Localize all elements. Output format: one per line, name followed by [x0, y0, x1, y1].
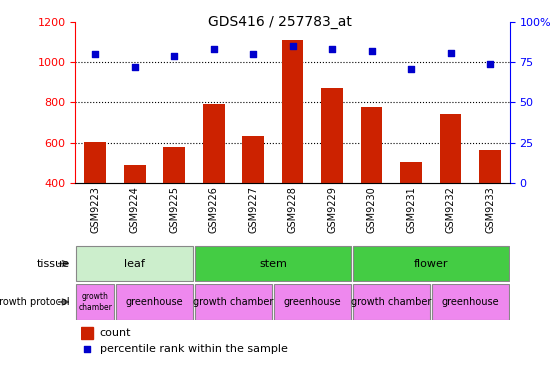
Text: tissue: tissue	[37, 258, 70, 269]
Point	[406, 66, 415, 72]
Bar	[400, 162, 422, 183]
Text: growth protocol: growth protocol	[0, 297, 70, 307]
Bar	[321, 89, 343, 183]
Point	[486, 61, 495, 67]
Bar	[76, 284, 114, 320]
Point	[249, 51, 258, 57]
Bar	[353, 246, 509, 281]
Bar	[432, 284, 509, 320]
Bar	[116, 284, 193, 320]
Text: growth
chamber: growth chamber	[78, 292, 112, 312]
Text: greenhouse: greenhouse	[126, 297, 183, 307]
Text: greenhouse: greenhouse	[442, 297, 499, 307]
Point	[130, 64, 139, 70]
Bar	[195, 246, 351, 281]
Text: growth chamber: growth chamber	[193, 297, 273, 307]
Bar	[242, 136, 264, 183]
Point	[328, 46, 337, 52]
Text: count: count	[100, 328, 131, 338]
Bar	[479, 150, 501, 183]
Text: GDS416 / 257783_at: GDS416 / 257783_at	[207, 15, 352, 29]
Text: flower: flower	[414, 258, 448, 269]
Point	[170, 53, 179, 59]
Bar	[274, 284, 351, 320]
Point	[367, 48, 376, 54]
Bar	[124, 165, 145, 183]
Point	[288, 43, 297, 49]
Bar	[282, 40, 304, 183]
Bar	[81, 327, 93, 339]
Point	[209, 46, 218, 52]
Point	[83, 347, 92, 352]
Bar	[361, 107, 382, 183]
Bar	[76, 246, 193, 281]
Point	[91, 51, 100, 57]
Bar	[440, 114, 461, 183]
Text: percentile rank within the sample: percentile rank within the sample	[100, 344, 287, 354]
Bar	[163, 147, 185, 183]
Point	[446, 50, 455, 56]
Bar	[195, 284, 272, 320]
Text: leaf: leaf	[124, 258, 145, 269]
Bar	[84, 142, 106, 183]
Text: greenhouse: greenhouse	[283, 297, 341, 307]
Text: growth chamber: growth chamber	[351, 297, 432, 307]
Bar	[203, 105, 225, 183]
Bar	[353, 284, 430, 320]
Text: stem: stem	[259, 258, 287, 269]
